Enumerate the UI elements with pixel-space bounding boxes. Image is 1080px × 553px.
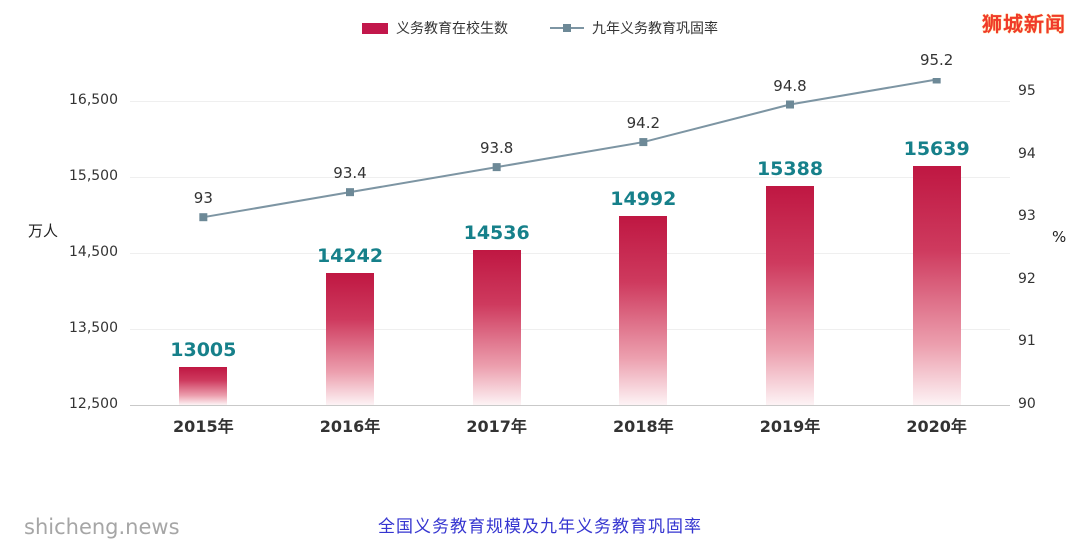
chart-legend: 义务教育在校生数 九年义务教育巩固率 [0, 18, 1080, 38]
right-axis-tick-label: 94 [1018, 145, 1036, 162]
x-axis-label-2018年: 2018年 [613, 417, 674, 436]
left-axis-tick-label: 13,500 [69, 320, 118, 336]
line-value-label: 93 [193, 189, 213, 208]
legend-label-consolidation-rate: 九年义务教育巩固率 [592, 21, 718, 37]
line-marker-icon [786, 100, 794, 109]
gridline [130, 329, 1010, 330]
bar-series-swatch-icon [362, 22, 388, 34]
bar-value-label: 15639 [903, 138, 970, 161]
left-axis-unit: 万人 [28, 222, 59, 240]
left-axis-tick-label: 12,500 [69, 396, 118, 412]
legend-item-enrollment: 义务教育在校生数 [362, 18, 508, 38]
gridline [130, 253, 1010, 254]
site-watermark: shicheng.news [24, 515, 180, 539]
line-marker-icon [492, 163, 501, 172]
right-axis-unit: % [1052, 228, 1067, 246]
bar-2019年 [766, 185, 814, 405]
bar-2015年 [179, 366, 228, 405]
bar-value-label: 14242 [316, 244, 384, 267]
bar-value-label: 13005 [170, 338, 237, 361]
x-axis-label-2020年: 2020年 [906, 417, 967, 436]
line-marker-icon [932, 78, 941, 84]
bar-2016年 [326, 272, 374, 405]
line-marker-icon [639, 138, 648, 147]
left-axis-tick-label: 14,500 [69, 244, 118, 260]
right-axis-tick-label: 90 [1018, 396, 1036, 412]
rate-line [203, 78, 937, 219]
bar-2017年 [472, 250, 521, 405]
line-series-swatch-icon [550, 24, 584, 32]
brand-watermark: 狮城新闻 [982, 12, 1066, 36]
right-axis-tick-label: 93 [1018, 208, 1036, 225]
plot-area: 13005 14242 14536 14992 15388 15639 93 93.4 93.8… [130, 51, 1010, 406]
left-axis-tick-label: 15,500 [69, 168, 118, 184]
line-value-label: 95.2 [919, 51, 954, 70]
chart-caption: 全国义务教育规模及九年义务教育巩固率 [378, 517, 702, 537]
bar-2020年 [912, 166, 961, 405]
legend-item-consolidation-rate: 九年义务教育巩固率 [550, 18, 718, 38]
gridline [130, 405, 1010, 406]
right-axis-tick-label: 91 [1018, 333, 1036, 350]
line-marker-icon [346, 188, 354, 197]
bar-value-label: 15388 [756, 157, 824, 180]
line-value-label: 93.4 [333, 164, 367, 183]
line-marker-icon [563, 24, 571, 32]
right-axis-tick-label: 92 [1018, 270, 1036, 287]
x-axis-label-2017年: 2017年 [466, 417, 527, 436]
x-axis-label-2015年: 2015年 [173, 417, 234, 436]
left-axis-tick-label: 16,500 [69, 92, 118, 108]
legend-label-enrollment: 义务教育在校生数 [396, 21, 508, 37]
gridline [130, 177, 1010, 178]
bar-value-label: 14536 [463, 222, 530, 245]
rate-line-chart [199, 78, 941, 222]
bar-2018年 [619, 215, 668, 405]
line-value-label: 94.8 [773, 76, 807, 95]
x-axis-label-2016年: 2016年 [319, 417, 381, 436]
line-marker-icon [199, 213, 208, 222]
line-value-label: 93.8 [479, 139, 514, 158]
right-axis-tick-label: 95 [1018, 83, 1036, 99]
gridline [130, 101, 1010, 102]
x-axis-label-2019年: 2019年 [759, 417, 821, 436]
line-value-label: 94.2 [626, 114, 661, 133]
bar-value-label: 14992 [610, 187, 677, 210]
